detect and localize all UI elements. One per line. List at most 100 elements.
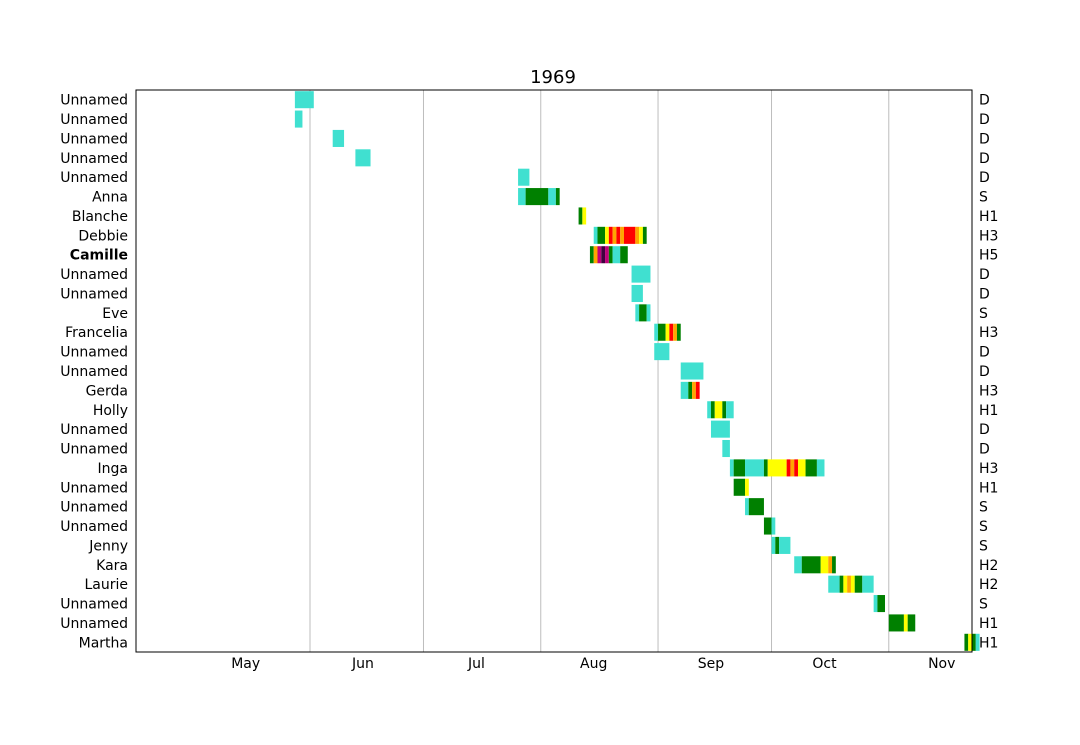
storm-bar-segment — [658, 323, 666, 341]
storm-bar-segment — [601, 246, 606, 264]
month-tick-label: Oct — [812, 656, 837, 672]
storm-name-label: Unnamed — [60, 519, 128, 535]
storm-bar-segment — [722, 439, 730, 458]
storm-name-label: Unnamed — [60, 112, 128, 128]
storm-name-label: Unnamed — [60, 616, 128, 632]
storm-bar-segment — [355, 149, 371, 167]
storm-category-label: H3 — [979, 461, 998, 477]
storm-bar-segment — [582, 207, 587, 225]
storm-name-label: Gerda — [86, 383, 128, 399]
storm-category-label: H1 — [979, 480, 998, 496]
storm-bar-segment — [816, 459, 825, 477]
storm-category-label: S — [979, 190, 988, 206]
storm-bar-segment — [888, 614, 904, 632]
storm-bar-segment — [763, 517, 772, 535]
storm-bar-segment — [518, 168, 530, 186]
storm-bar-segment — [964, 633, 969, 651]
storm-name-label: Camille — [70, 248, 128, 264]
storm-bar-segment — [862, 575, 874, 593]
storm-category-label: D — [979, 267, 990, 283]
storm-bar-segment — [775, 536, 780, 554]
storm-bar-segment — [639, 304, 647, 322]
storm-bar-segment — [620, 246, 628, 264]
storm-bar-segment — [676, 323, 681, 341]
chart-title: 1969 — [530, 67, 576, 88]
storm-bar-segment — [975, 633, 980, 651]
storm-bar-segment — [968, 633, 972, 651]
storm-bar-segment — [828, 575, 840, 593]
storm-name-label: Francelia — [65, 325, 128, 341]
storm-bar-segment — [801, 556, 821, 574]
storm-bar-segment — [635, 304, 640, 322]
storm-bar-segment — [631, 265, 651, 283]
storm-category-labels: DDDDDSH1H3H5DDSH3DDH3H1DDH3H1SSSH2H2SH1H… — [979, 93, 998, 652]
storm-name-label: Unnamed — [60, 151, 128, 167]
storm-bar-segment — [722, 401, 727, 419]
month-tick-label: Jul — [467, 656, 485, 672]
storm-name-label: Unnamed — [60, 364, 128, 380]
storm-category-label: S — [979, 306, 988, 322]
storm-bar-segment — [797, 459, 806, 477]
storm-category-label: D — [979, 364, 990, 380]
storm-bar-segment — [608, 226, 613, 244]
storm-bar-segment — [589, 246, 594, 264]
storm-bar-segment — [688, 381, 693, 399]
storm-name-label: Inga — [98, 461, 128, 477]
storm-bar-segment — [854, 575, 863, 593]
storm-bar-segment — [665, 323, 670, 341]
storm-bar-segment — [903, 614, 908, 632]
storm-bar-segment — [654, 323, 659, 341]
storm-bar-segment — [767, 459, 787, 477]
storm-category-label: D — [979, 93, 990, 109]
storm-bar-segment — [612, 226, 617, 244]
storm-bar-segment — [726, 401, 734, 419]
storm-name-label: Blanche — [72, 209, 128, 225]
storm-category-label: H1 — [979, 635, 998, 651]
month-gridlines — [309, 90, 890, 652]
storm-bar-segment — [877, 595, 885, 613]
storm-category-label: D — [979, 151, 990, 167]
storm-bar-segment — [525, 188, 549, 206]
storm-category-label: D — [979, 112, 990, 128]
storm-bar-segment — [623, 226, 636, 244]
storm-bars — [294, 91, 980, 651]
storm-category-label: H1 — [979, 616, 998, 632]
storm-name-label: Unnamed — [60, 442, 128, 458]
storm-bar-segment — [608, 246, 613, 264]
storm-category-label: H1 — [979, 403, 998, 419]
storm-bar-segment — [680, 381, 689, 399]
storm-category-label: H2 — [979, 558, 998, 574]
storm-category-label: D — [979, 345, 990, 361]
storm-bar-segment — [593, 246, 598, 264]
storm-bar-segment — [518, 188, 526, 206]
storm-bar-segment — [639, 226, 643, 244]
storm-name-label: Unnamed — [60, 93, 128, 109]
month-tick-label: Aug — [580, 656, 607, 672]
storm-name-label: Unnamed — [60, 422, 128, 438]
storm-name-label: Unnamed — [60, 345, 128, 361]
storm-bar-segment — [832, 556, 836, 574]
storm-name-label: Unnamed — [60, 131, 128, 147]
storm-name-label: Kara — [96, 558, 128, 574]
storm-category-label: H5 — [979, 248, 998, 264]
storm-bar-segment — [820, 556, 829, 574]
storm-bar-segment — [714, 401, 723, 419]
storm-name-labels: Unnamed Unnamed Unnamed Unnamed Unnamed Anna B… — [60, 93, 128, 652]
storm-bar-segment — [332, 129, 345, 147]
storm-bar-segment — [555, 188, 560, 206]
storm-category-label: D — [979, 422, 990, 438]
storm-bar-segment — [642, 226, 647, 244]
storm-bar-segment — [620, 226, 624, 244]
month-tick-label: May — [231, 656, 260, 672]
storm-bar-segment — [605, 226, 609, 244]
month-tick-labels: May Jun Jul Aug Sep Oct Nov — [231, 656, 955, 672]
storm-bar-segment — [873, 595, 878, 613]
storm-category-label: S — [979, 500, 988, 516]
storm-bar-segment — [771, 536, 776, 554]
storm-bar-segment — [748, 498, 764, 516]
storm-bar-segment — [786, 459, 791, 477]
storm-bar-segment — [729, 459, 734, 477]
storm-bar-segment — [828, 556, 833, 574]
storm-bar-segment — [707, 401, 711, 419]
